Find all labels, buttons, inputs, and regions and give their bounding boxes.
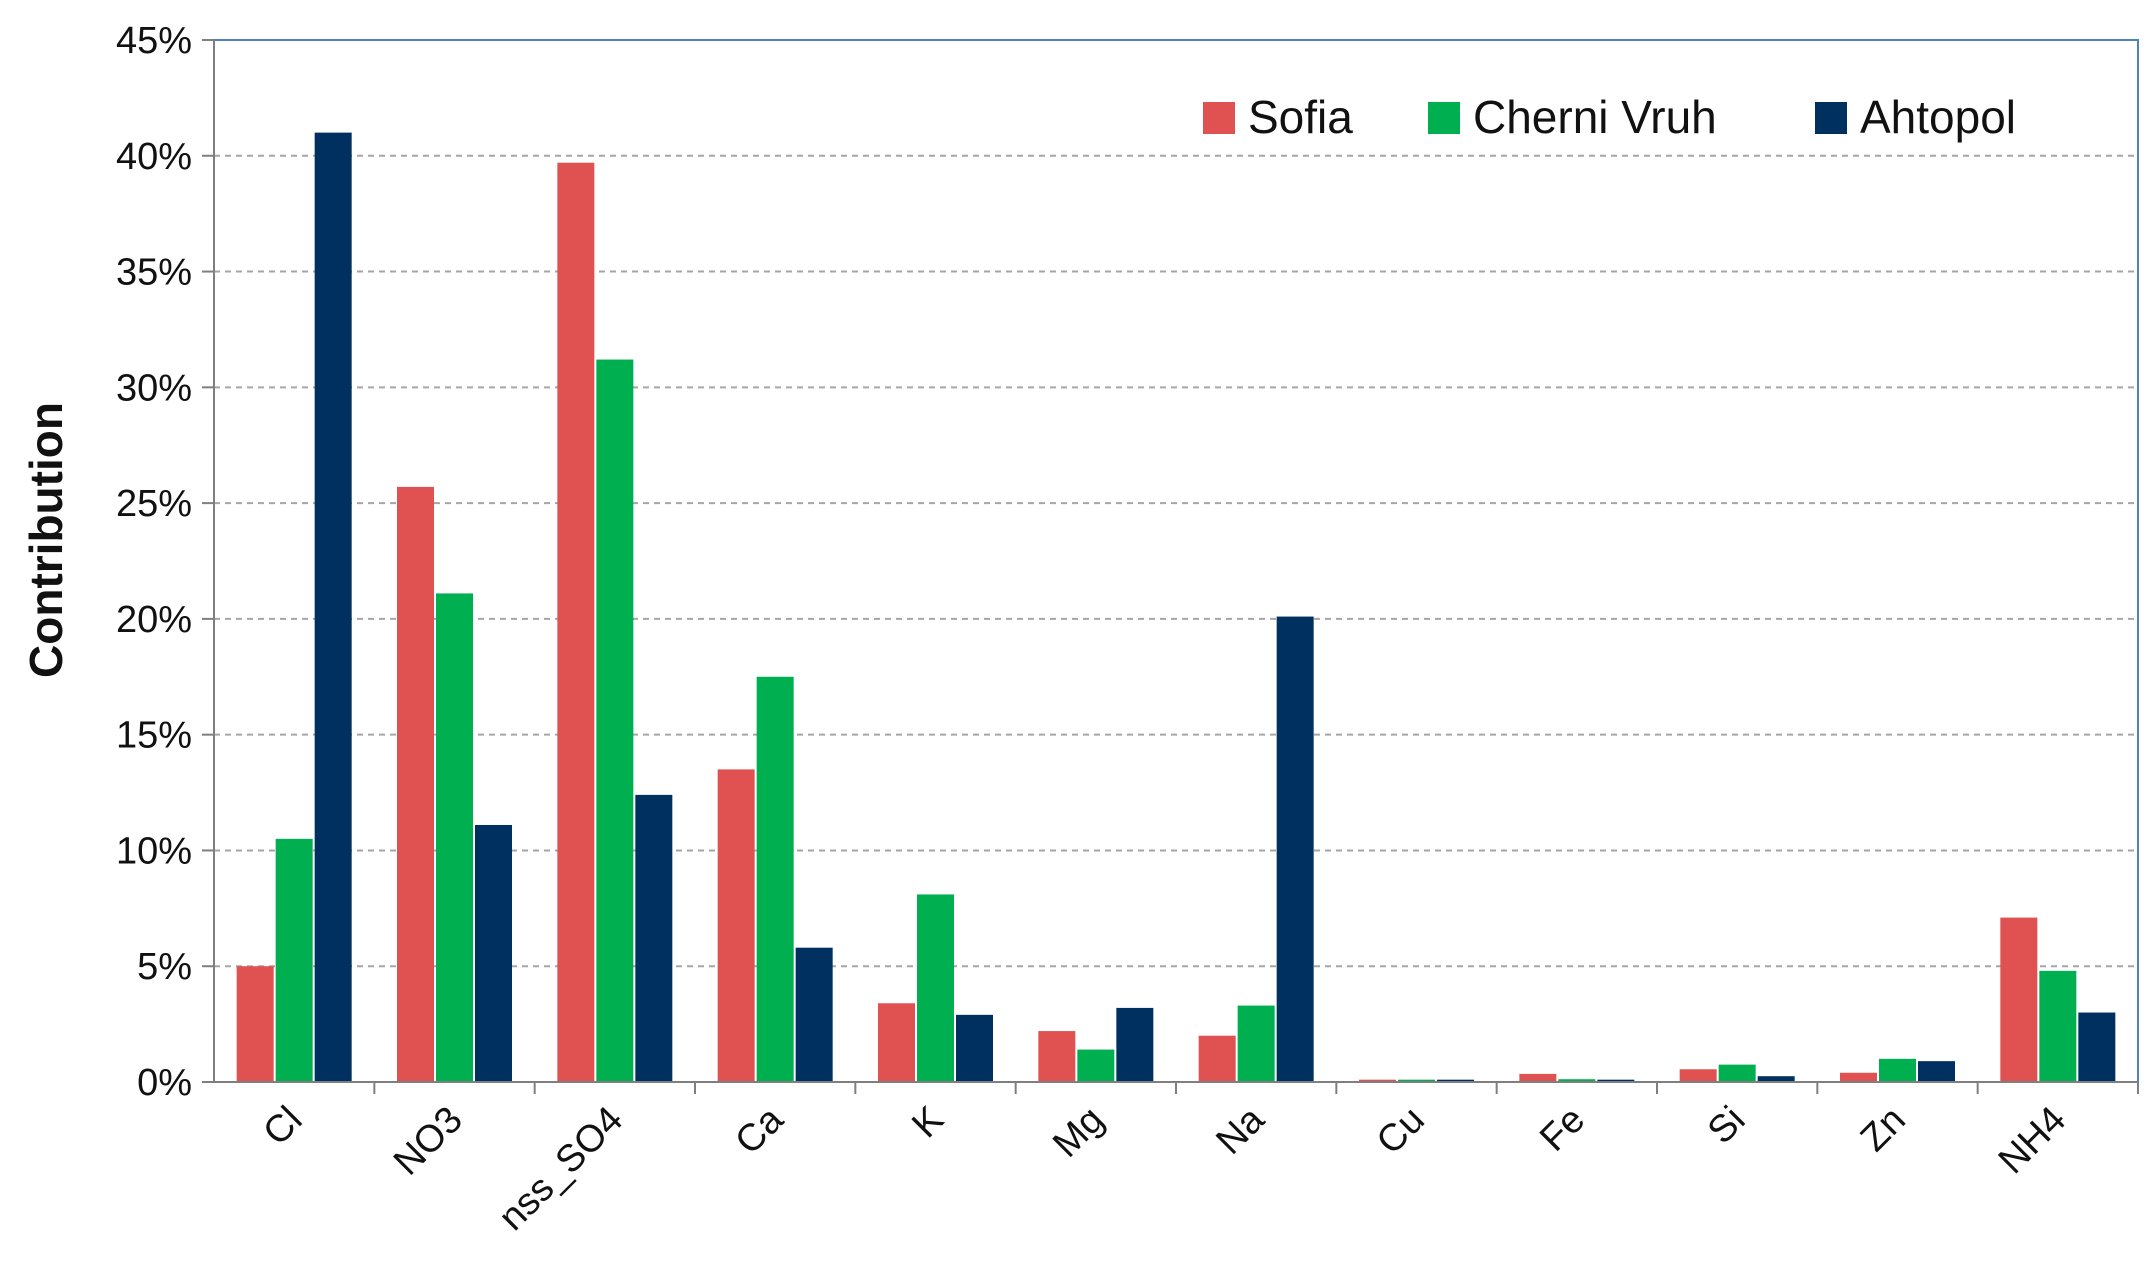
y-tick-label: 10%	[116, 830, 192, 872]
bar-sofia-cl	[236, 966, 274, 1082]
bar-ahtopol-na	[1276, 616, 1314, 1082]
bar-cherni-vruh-cl	[275, 838, 313, 1082]
bar-ahtopol-zn	[1918, 1061, 1955, 1082]
bar-ahtopol-ca	[795, 947, 833, 1082]
bar-cherni-vruh-na	[1237, 1005, 1275, 1082]
bar-sofia-cu	[1359, 1079, 1396, 1082]
y-tick-label: 35%	[116, 252, 192, 294]
bar-cherni-vruh-k	[917, 894, 954, 1082]
bar-sofia-no3	[397, 486, 434, 1082]
bar-ahtopol-nh4	[2078, 1012, 2116, 1082]
y-tick-label: 0%	[137, 1062, 192, 1104]
bar-sofia-zn	[1840, 1072, 1877, 1082]
bar-sofia-nh4	[2000, 917, 2038, 1082]
x-tick-labels: Cl NO3 nss_SO4 Ca K Mg Na Cu Fe Si Zn NH4	[255, 1082, 2139, 1239]
bars	[236, 132, 2116, 1083]
x-tick-label: K	[904, 1099, 952, 1147]
bar-cherni-vruh-nss_so4	[596, 359, 634, 1083]
bar-sofia-fe	[1519, 1073, 1557, 1082]
y-tick-label: 15%	[116, 715, 192, 757]
y-tick-label: 25%	[116, 483, 192, 525]
y-tick-labels: 0% 5% 10% 15% 20% 25% 30% 35% 40% 45%	[116, 20, 214, 1104]
x-tick-label: NO3	[386, 1099, 471, 1184]
bar-cherni-vruh-nh4	[2039, 970, 2077, 1082]
legend-swatch	[1203, 102, 1235, 134]
x-tick-label: Si	[1700, 1099, 1754, 1153]
bar-sofia-si	[1679, 1069, 1717, 1082]
bar-ahtopol-fe	[1597, 1079, 1635, 1082]
x-tick-label: Cu	[1369, 1099, 1433, 1163]
y-tick-label: 45%	[116, 20, 192, 62]
y-axis-title: Contribution	[20, 402, 72, 678]
legend-label: Ahtopol	[1860, 91, 2016, 143]
y-tick-label: 30%	[116, 367, 192, 409]
bar-cherni-vruh-zn	[1879, 1058, 1916, 1082]
bar-sofia-k	[878, 1003, 915, 1082]
gridlines	[214, 154, 2138, 968]
bar-cherni-vruh-cu	[1398, 1079, 1435, 1082]
bar-sofia-ca	[717, 769, 755, 1082]
bar-ahtopol-cl	[314, 132, 352, 1083]
bar-sofia-na	[1198, 1035, 1236, 1082]
bar-cherni-vruh-no3	[436, 593, 473, 1082]
bar-cherni-vruh-mg	[1077, 1049, 1115, 1082]
x-tick-label: nss_SO4	[491, 1099, 631, 1239]
y-tick-label: 40%	[116, 136, 192, 178]
x-tick-label: NH4	[1991, 1099, 2074, 1182]
x-tick-label: Na	[1208, 1098, 1273, 1163]
legend-label: Sofia	[1248, 91, 1353, 143]
bar-ahtopol-nss_so4	[635, 794, 673, 1082]
x-tick-label: Cl	[255, 1099, 310, 1154]
bar-sofia-nss_so4	[557, 162, 595, 1083]
legend-swatch	[1428, 102, 1460, 134]
x-tick-label: Fe	[1532, 1099, 1593, 1160]
bar-cherni-vruh-fe	[1558, 1079, 1596, 1082]
y-tick-label: 5%	[137, 946, 192, 988]
x-tick-label: Ca	[727, 1098, 792, 1163]
x-tick-label: Mg	[1045, 1099, 1112, 1166]
bar-cherni-vruh-si	[1718, 1064, 1756, 1082]
legend-label: Cherni Vruh	[1473, 91, 1717, 143]
bar-ahtopol-no3	[475, 824, 512, 1082]
y-tick-label: 20%	[116, 599, 192, 641]
legend-swatch	[1815, 102, 1847, 134]
bar-ahtopol-mg	[1116, 1007, 1154, 1082]
bar-ahtopol-cu	[1437, 1079, 1474, 1082]
bar-cherni-vruh-ca	[756, 676, 794, 1082]
x-tick-label: Zn	[1853, 1099, 1914, 1160]
bar-sofia-mg	[1038, 1031, 1076, 1082]
legend: Sofia Cherni Vruh Ahtopol	[1203, 91, 2016, 143]
bar-ahtopol-k	[956, 1014, 993, 1082]
bar-ahtopol-si	[1757, 1076, 1795, 1082]
